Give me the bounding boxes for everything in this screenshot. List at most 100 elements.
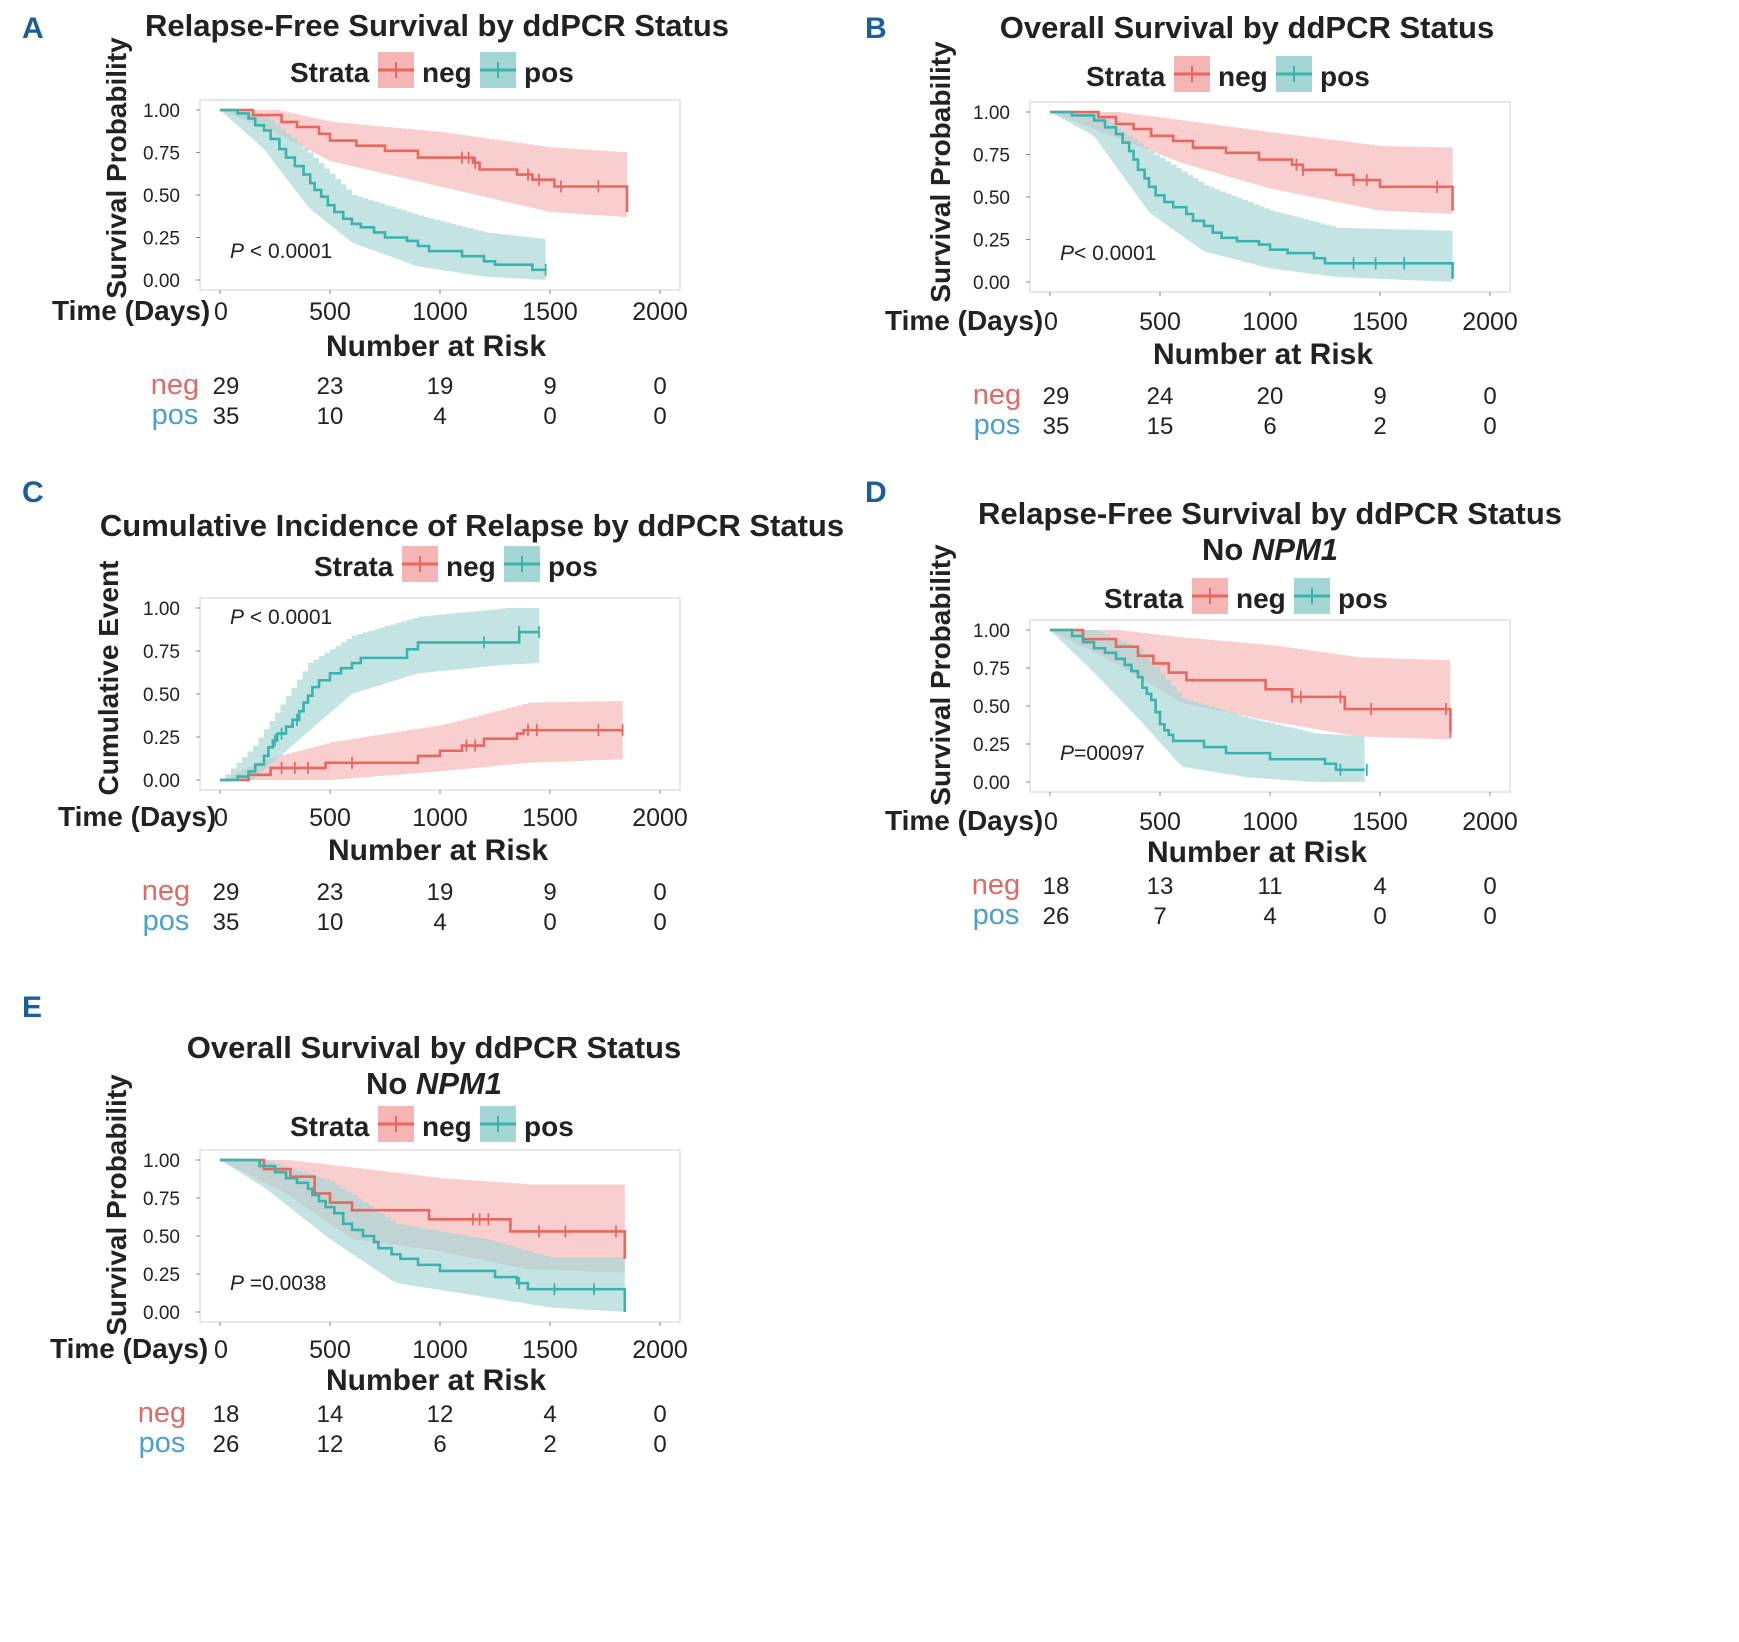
risk-count: 6 <box>1263 413 1276 440</box>
risk-table: Number at Risk neg 18 14 12 4 0 pos 26 12 6 2 0 <box>138 1364 667 1459</box>
x-tick-label: 0 <box>214 1336 228 1364</box>
y-tick-label: 0.50 <box>143 685 180 706</box>
risk-count: 35 <box>1043 413 1070 440</box>
x-tick-label: 2000 <box>1462 808 1518 836</box>
risk-count: 0 <box>1483 413 1496 440</box>
risk-count: 19 <box>427 373 454 400</box>
y-tick-label: 0.75 <box>143 144 180 165</box>
ci-band-pos <box>220 1160 625 1312</box>
p-value-text: =0.0038 <box>244 1272 326 1295</box>
risk-group-pos: pos <box>974 409 1021 441</box>
km-curve-pos <box>220 108 546 272</box>
risk-count: 35 <box>213 909 240 936</box>
legend-label-neg: neg <box>422 57 472 88</box>
ci-band-pos <box>1050 630 1365 782</box>
risk-group-pos: pos <box>973 899 1020 931</box>
panel-label: A <box>22 12 44 45</box>
x-tick-label: 1000 <box>412 804 468 832</box>
risk-count: 4 <box>433 909 446 936</box>
km-curve-pos <box>220 630 539 782</box>
risk-group-pos: pos <box>139 1427 186 1459</box>
x-tick-label: 1000 <box>1242 808 1298 836</box>
x-tick-label: 500 <box>1139 808 1181 836</box>
risk-count: 10 <box>317 403 344 430</box>
x-tick-label: 2000 <box>632 804 688 832</box>
legend-title: Strata <box>314 551 394 582</box>
x-tick-label: 1500 <box>522 804 578 832</box>
y-tick-label: 0.25 <box>973 735 1010 756</box>
ci-band-pos <box>220 110 546 280</box>
km-curve-pos <box>1050 628 1365 772</box>
legend-label-neg: neg <box>1218 61 1268 92</box>
risk-table: Number at Risk neg 18 13 11 4 0 pos 26 7 4 0 0 <box>972 836 1497 931</box>
km-curve-neg <box>220 1158 627 1259</box>
risk-count: 11 <box>1258 873 1283 900</box>
x-axis-label: Time (Days) <box>58 801 216 832</box>
y-tick-label: 1.00 <box>143 101 180 122</box>
p-value-text: < 0.0001 <box>244 240 332 263</box>
x-tick-label: 2000 <box>1462 308 1518 336</box>
panel-c: C Cumulative Incidence of Relapse by ddPC… <box>22 476 844 937</box>
y-tick-label: 0.25 <box>143 1265 180 1286</box>
x-axis-label: Time (Days) <box>52 295 210 326</box>
risk-table: Number at Risk neg 29 23 19 9 0 pos 35 10 4 0 0 <box>142 834 667 937</box>
p-value-symbol: P <box>230 1272 244 1295</box>
risk-count: 4 <box>1263 903 1276 930</box>
x-axis-label: Time (Days) <box>885 305 1043 336</box>
risk-count: 0 <box>543 403 556 430</box>
risk-count: 0 <box>1483 383 1496 410</box>
y-tick-label: 0.25 <box>143 728 180 749</box>
p-value-symbol: P <box>1060 742 1074 765</box>
chart-title-line2: No NPM1 <box>1202 532 1338 567</box>
y-tick-label: 0.75 <box>973 146 1010 167</box>
risk-count: 9 <box>543 879 556 906</box>
y-tick-label: 0.00 <box>143 771 180 792</box>
p-value: P =0.0038 <box>230 1272 326 1295</box>
y-tick-label: 0.50 <box>973 188 1010 209</box>
risk-count: 9 <box>543 373 556 400</box>
y-tick-label: 1.00 <box>973 621 1010 642</box>
risk-count: 0 <box>543 909 556 936</box>
p-value: P=00097 <box>1060 742 1145 765</box>
km-curve-neg <box>220 728 623 782</box>
risk-table-title: Number at Risk <box>326 1364 546 1397</box>
x-tick-label: 2000 <box>632 298 688 326</box>
ci-band-neg <box>220 700 623 780</box>
legend-title: Strata <box>1086 61 1166 92</box>
risk-table-title: Number at Risk <box>1147 836 1367 869</box>
risk-table-title: Number at Risk <box>328 834 548 867</box>
x-tick-label: 1000 <box>412 298 468 326</box>
legend-label-neg: neg <box>422 1111 472 1142</box>
title-gene: NPM1 <box>416 1066 502 1101</box>
risk-count: 18 <box>213 1401 240 1428</box>
risk-count: 14 <box>317 1401 344 1428</box>
y-tick-label: 0.75 <box>973 659 1010 680</box>
y-axis-label: Survival Probability <box>925 41 956 303</box>
risk-count: 2 <box>543 1431 556 1458</box>
chart-title: Overall Survival by ddPCR Status <box>187 1030 681 1065</box>
risk-count: 9 <box>1373 383 1386 410</box>
risk-count: 29 <box>1043 383 1070 410</box>
y-tick-label: 1.00 <box>143 599 180 620</box>
km-curve-neg <box>220 108 629 212</box>
risk-count: 18 <box>1043 873 1070 900</box>
y-tick-label: 1.00 <box>973 103 1010 124</box>
x-tick-label: 1500 <box>522 1336 578 1364</box>
x-tick-label: 1000 <box>1242 308 1298 336</box>
x-tick-label: 500 <box>309 298 351 326</box>
km-curve-pos <box>1050 110 1454 279</box>
risk-table-title: Number at Risk <box>326 330 546 363</box>
chart-title: Overall Survival by ddPCR Status <box>1000 10 1494 45</box>
legend-label-neg: neg <box>446 551 496 582</box>
risk-group-neg: neg <box>138 1397 186 1429</box>
chart-title: Cumulative Incidence of Relapse by ddPCR… <box>100 508 844 543</box>
risk-table-title: Number at Risk <box>1153 338 1373 371</box>
y-axis-label: Survival Probability <box>101 1074 132 1336</box>
risk-count: 26 <box>213 1431 240 1458</box>
risk-group-neg: neg <box>142 875 190 907</box>
chart-title: Relapse-Free Survival by ddPCR Status <box>145 8 729 43</box>
risk-count: 4 <box>1373 873 1386 900</box>
p-value-symbol: P <box>230 240 244 263</box>
risk-count: 29 <box>213 373 240 400</box>
